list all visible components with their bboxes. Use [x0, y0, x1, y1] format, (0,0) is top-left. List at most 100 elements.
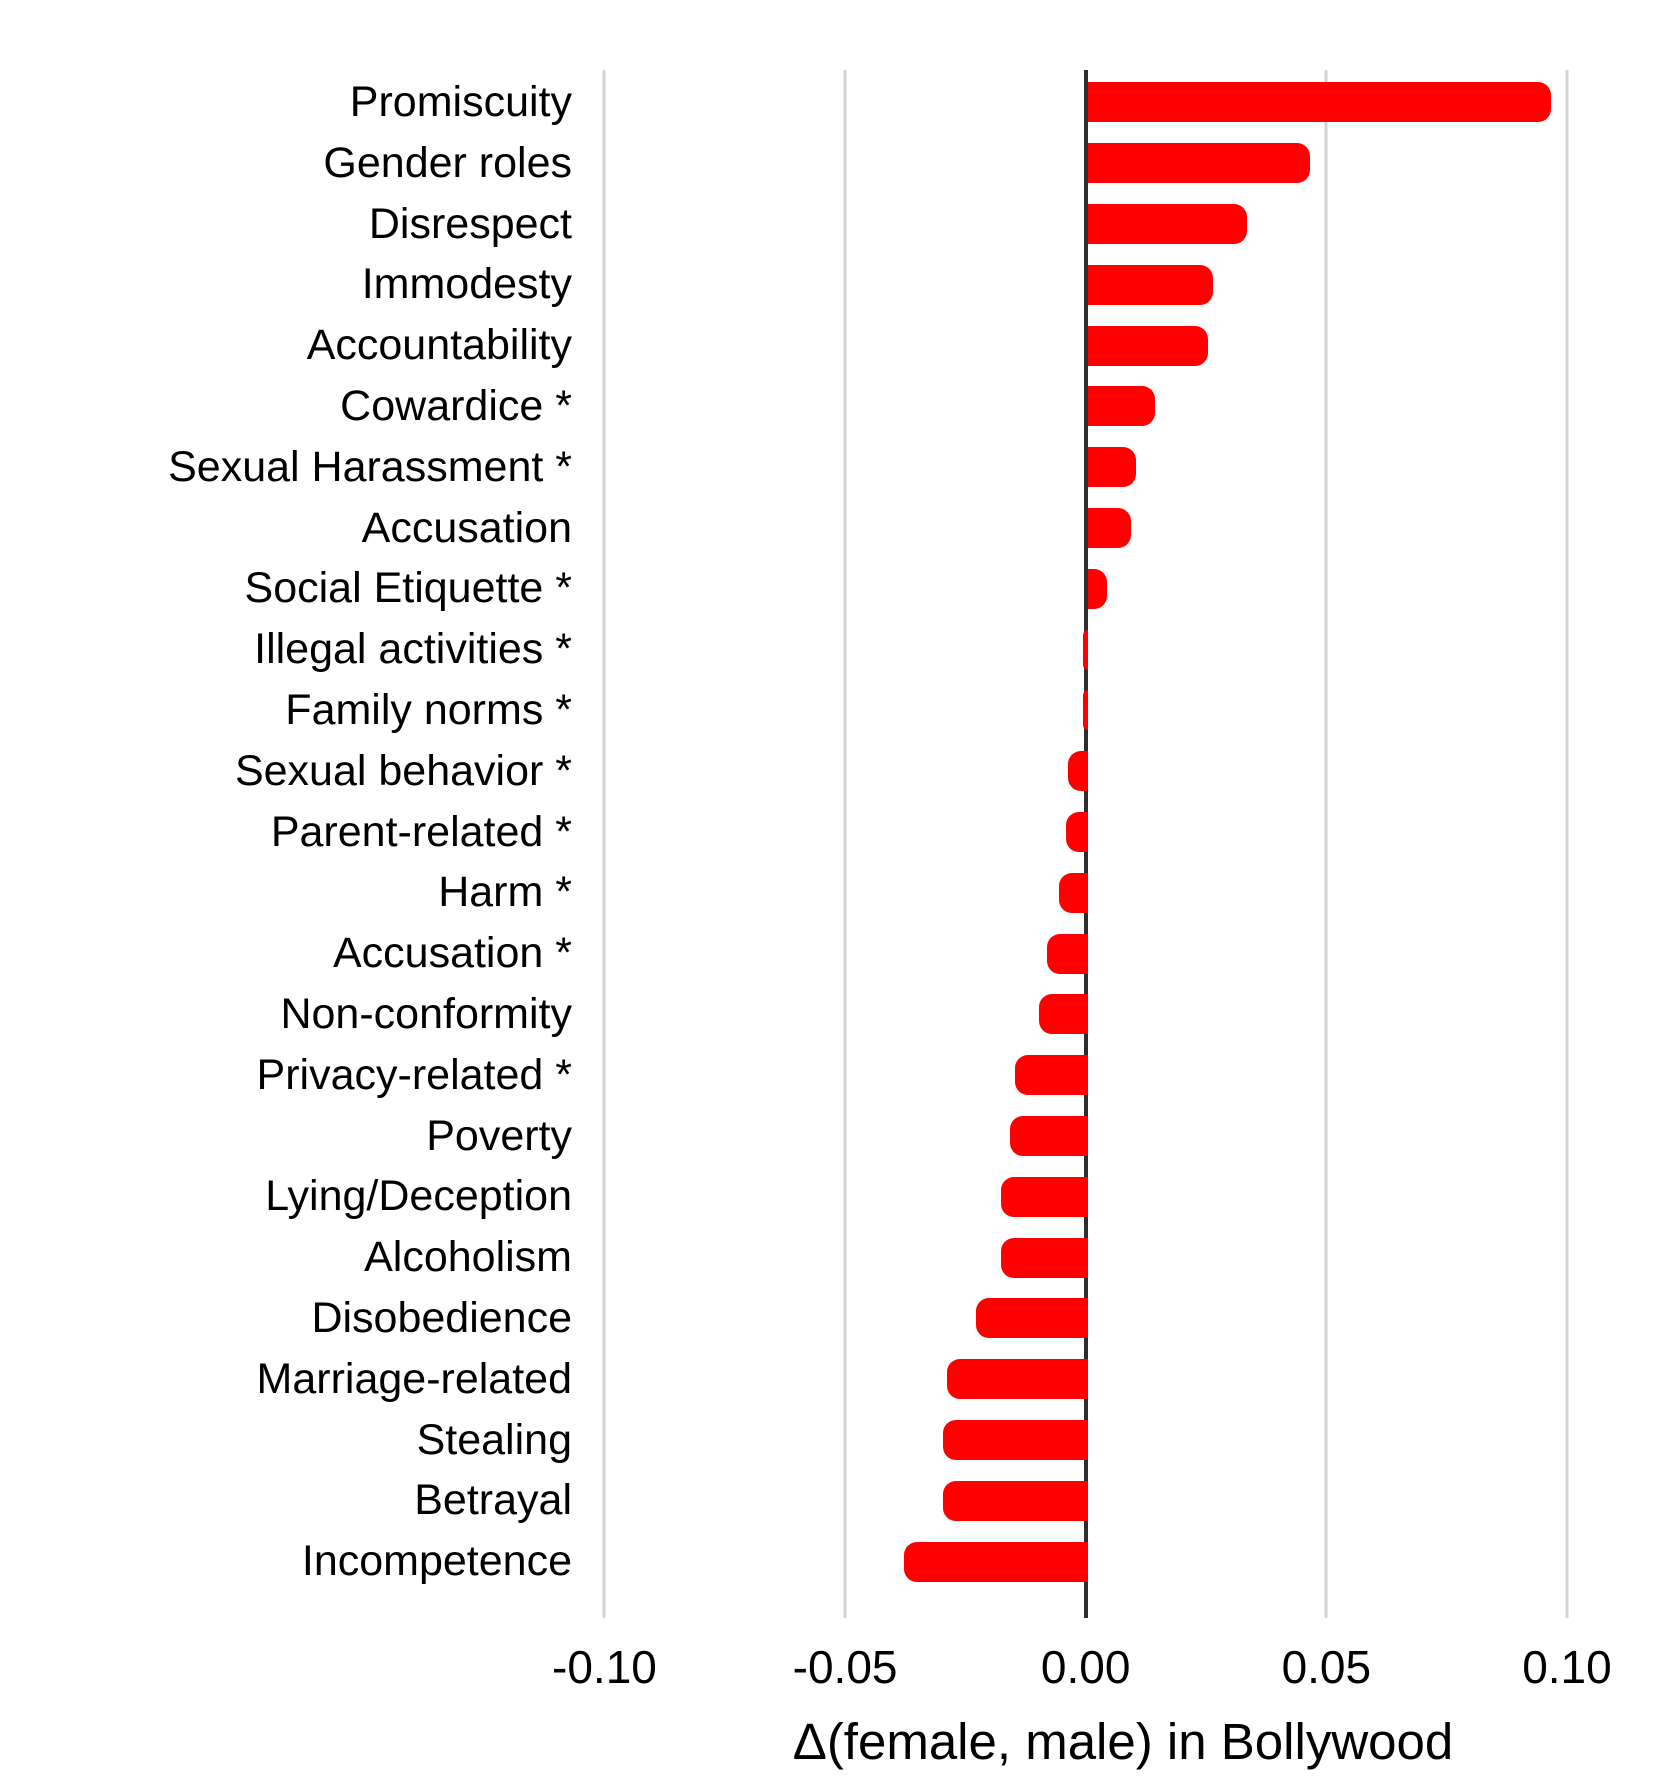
plot-cell — [590, 558, 1660, 619]
plot-cell — [590, 1410, 1660, 1471]
chart-row: Non-conformity — [0, 984, 1660, 1045]
chart-row: Social Etiquette * — [0, 558, 1660, 619]
bar — [942, 1480, 1088, 1521]
bar — [1000, 1176, 1088, 1217]
category-label: Harm * — [438, 868, 572, 917]
chart-row: Betrayal — [0, 1470, 1660, 1531]
bar — [903, 1541, 1088, 1582]
category-label: Family norms * — [285, 685, 572, 734]
bar — [1087, 568, 1107, 609]
chart-row: Alcoholism — [0, 1227, 1660, 1288]
plot-cell — [590, 862, 1660, 923]
plot-cell — [590, 254, 1660, 315]
chart-row: Family norms * — [0, 680, 1660, 741]
chart-row: Lying/Deception — [0, 1166, 1660, 1227]
category-label: Lying/Deception — [265, 1172, 572, 1221]
plot-cell — [590, 1045, 1660, 1106]
bar — [1082, 629, 1088, 670]
bar — [1058, 872, 1088, 913]
bar — [942, 1419, 1088, 1460]
plot-cell — [590, 619, 1660, 680]
category-label: Alcoholism — [364, 1233, 572, 1282]
plot-cell — [590, 315, 1660, 376]
bar — [1000, 1237, 1088, 1278]
chart-row: Disrespect — [0, 194, 1660, 255]
bar — [1015, 1055, 1088, 1096]
bar — [1087, 143, 1310, 184]
plot-cell — [590, 376, 1660, 437]
plot-cell — [590, 498, 1660, 559]
chart-row: Incompetence — [0, 1531, 1660, 1592]
category-label: Promiscuity — [349, 78, 572, 126]
bar — [1087, 203, 1247, 244]
plot-cell — [590, 741, 1660, 802]
chart-row: Accusation — [0, 498, 1660, 559]
plot-cell — [590, 1349, 1660, 1410]
bar — [1010, 1115, 1088, 1156]
category-label: Illegal activities * — [254, 625, 572, 674]
bar — [1065, 811, 1088, 852]
chart-row: Stealing — [0, 1410, 1660, 1471]
plot-cell — [590, 1227, 1660, 1288]
x-tick-label: 0.10 — [1522, 1641, 1612, 1693]
plot-cell — [590, 923, 1660, 984]
chart-row: Harm * — [0, 862, 1660, 923]
bar — [1087, 325, 1209, 366]
category-label: Incompetence — [301, 1537, 572, 1586]
category-label: Poverty — [426, 1111, 572, 1160]
category-label: Social Etiquette * — [244, 564, 572, 613]
bar — [1087, 82, 1552, 123]
category-label: Disobedience — [311, 1293, 572, 1342]
category-label: Betrayal — [414, 1476, 572, 1525]
bar — [1087, 386, 1156, 427]
bar-rows: Promiscuity Gender roles Disrespect Immodes… — [0, 72, 1660, 1592]
chart-row: Accusation * — [0, 923, 1660, 984]
category-label: Immodesty — [361, 260, 572, 309]
chart-row: Accountability — [0, 315, 1660, 376]
category-label: Non-conformity — [280, 989, 572, 1038]
bar — [947, 1359, 1088, 1400]
chart-row: Gender roles — [0, 133, 1660, 194]
chart-row: Disobedience — [0, 1288, 1660, 1349]
plot-cell — [590, 194, 1660, 255]
category-label: Cowardice * — [340, 381, 572, 430]
category-label: Disrespect — [368, 199, 572, 248]
x-axis: -0.10 -0.05 0.00 0.05 0.10 — [552, 1640, 1656, 1696]
bar — [1087, 264, 1214, 305]
plot-cell — [590, 680, 1660, 741]
category-label: Accusation — [361, 503, 572, 552]
bar — [1068, 751, 1088, 792]
x-tick-label: -0.05 — [792, 1641, 898, 1693]
plot-cell — [590, 1106, 1660, 1167]
plot-cell — [590, 1288, 1660, 1349]
bar — [1046, 933, 1088, 974]
chart-row: Parent-related * — [0, 802, 1660, 863]
plot-cell — [590, 437, 1660, 498]
plot-cell — [590, 72, 1660, 133]
bar — [1087, 447, 1136, 488]
chart-row: Poverty — [0, 1106, 1660, 1167]
plot-cell — [590, 802, 1660, 863]
plot-cell — [590, 984, 1660, 1045]
category-label: Accountability — [306, 321, 572, 370]
category-label: Parent-related * — [270, 807, 572, 856]
plot-cell — [590, 133, 1660, 194]
chart-row: Immodesty — [0, 254, 1660, 315]
category-label: Accusation * — [332, 929, 572, 978]
plot-cell — [590, 1470, 1660, 1531]
category-label: Sexual behavior * — [234, 746, 572, 795]
bar — [1087, 507, 1132, 548]
bar — [976, 1298, 1088, 1339]
bar — [1082, 690, 1088, 731]
category-label: Privacy-related * — [256, 1050, 572, 1099]
chart-row: Privacy-related * — [0, 1045, 1660, 1106]
x-tick-label: -0.10 — [552, 1641, 657, 1693]
chart-row: Marriage-related — [0, 1349, 1660, 1410]
chart-row: Sexual Harassment * — [0, 437, 1660, 498]
chart-row: Cowardice * — [0, 376, 1660, 437]
x-tick-label: 0.05 — [1281, 1641, 1372, 1693]
chart-row: Sexual behavior * — [0, 741, 1660, 802]
x-tick-label: 0.00 — [1040, 1641, 1131, 1693]
plot-cell — [590, 1166, 1660, 1227]
plot-cell — [590, 1531, 1660, 1592]
